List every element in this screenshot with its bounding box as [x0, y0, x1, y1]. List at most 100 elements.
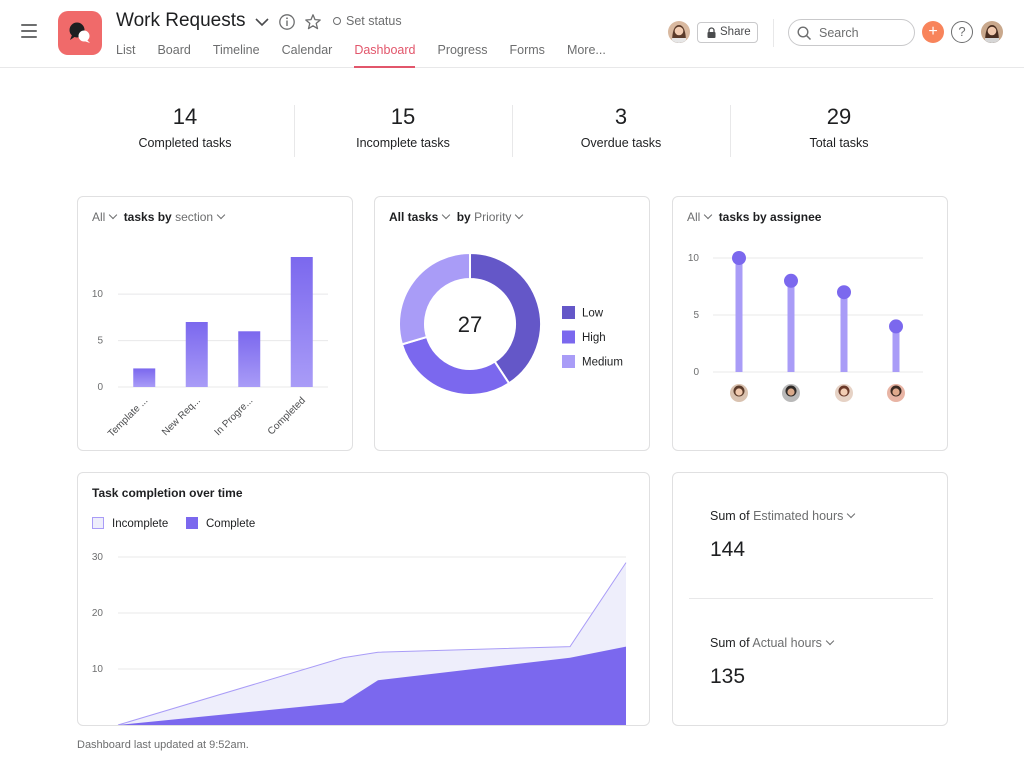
- legend-label: Incomplete: [112, 518, 169, 530]
- sum-prefix: Sum of: [710, 509, 750, 523]
- stat-divider: [730, 105, 731, 157]
- lollipop-head: [837, 285, 851, 300]
- priority-chart-card: All tasks by Priority 27 Low High Medium: [374, 196, 650, 451]
- group-label[interactable]: Priority: [474, 210, 512, 224]
- stat-label: Completed tasks: [138, 136, 232, 150]
- complete-area: [118, 646, 626, 725]
- filter-label[interactable]: All: [687, 210, 701, 224]
- priority-chart-title[interactable]: All tasks by Priority: [389, 210, 526, 224]
- y-tick-label: 10: [688, 253, 700, 264]
- tab-list[interactable]: List: [116, 43, 136, 57]
- star-icon[interactable]: [304, 13, 322, 31]
- lollipop-head: [784, 273, 798, 288]
- sum-prefix: Sum of: [710, 636, 750, 650]
- assignee-lollipop-chart: 0 5 10: [688, 251, 923, 402]
- lollipop-stem: [840, 292, 848, 372]
- y-tick-label: 10: [92, 664, 104, 675]
- bar: [238, 331, 261, 387]
- completion-chart-card: Task completion over time Incomplete Com…: [77, 472, 650, 726]
- section-chart-title[interactable]: All tasks by section: [92, 210, 228, 224]
- incomplete-line: [117, 562, 627, 725]
- legend-swatch: [562, 355, 575, 368]
- stat-value: 14: [172, 104, 198, 129]
- share-button[interactable]: Share: [697, 22, 758, 43]
- y-tick-label: 5: [97, 336, 103, 347]
- legend-incomplete: Incomplete: [92, 517, 168, 530]
- header-divider: [773, 19, 774, 47]
- lollipop-stem: [787, 280, 795, 372]
- by-label: by: [456, 210, 471, 224]
- stat-label: Incomplete tasks: [356, 136, 450, 150]
- last-updated-text: Dashboard last updated at 9:52am.: [77, 739, 249, 751]
- y-tick-label: 10: [92, 289, 104, 300]
- stat-completed: 14 Completed tasks: [76, 104, 294, 150]
- tab-dashboard[interactable]: Dashboard: [354, 43, 416, 68]
- donut-slice: [469, 251, 542, 385]
- x-tick-label: New Req...: [160, 395, 203, 438]
- avatar-face: [787, 388, 795, 396]
- sum-estimated-value: 144: [710, 538, 746, 561]
- help-button[interactable]: ?: [951, 21, 973, 43]
- lollipop-stem: [735, 258, 743, 372]
- chevron-down-icon: [825, 636, 835, 646]
- set-status-button[interactable]: Set status: [333, 14, 402, 28]
- menu-icon[interactable]: [21, 24, 37, 38]
- lock-icon: [707, 27, 716, 38]
- sum-card: Sum of Estimated hours 144 Sum of Actual…: [672, 472, 948, 726]
- search-input[interactable]: Search: [788, 19, 915, 46]
- status-dot-icon: [333, 17, 341, 25]
- stat-divider: [512, 105, 513, 157]
- legend-swatch: [562, 330, 575, 344]
- filter-label[interactable]: All tasks: [389, 210, 439, 224]
- legend-label: High: [582, 332, 606, 344]
- tab-more[interactable]: More...: [566, 43, 606, 57]
- sum-field[interactable]: Estimated hours: [753, 509, 844, 523]
- legend-label: Low: [582, 308, 604, 320]
- y-tick-label: 30: [92, 552, 104, 563]
- avatar-face: [840, 388, 848, 396]
- assignee-chart-card: All tasks by assignee 0 5 10: [672, 196, 948, 451]
- group-label[interactable]: section: [175, 210, 214, 224]
- donut-total: 27: [458, 312, 482, 337]
- project-tabs: List Board Timeline Calendar Dashboard P…: [116, 43, 628, 68]
- tab-forms[interactable]: Forms: [509, 43, 545, 57]
- legend-label: Medium: [582, 357, 623, 369]
- tab-timeline[interactable]: Timeline: [212, 43, 260, 57]
- chevron-down-icon: [847, 509, 856, 519]
- section-bar-chart: 0 5 10 Template ... New Req... In Progre... Co…: [92, 257, 328, 440]
- legend-label: Complete: [206, 518, 256, 530]
- priority-donut-chart: 27 Low High Medium: [398, 251, 623, 396]
- tab-board[interactable]: Board: [157, 43, 191, 57]
- tab-progress[interactable]: Progress: [437, 43, 488, 57]
- sum-actual-label[interactable]: Sum of Actual hours: [710, 636, 837, 650]
- lollipop-stem: [892, 326, 900, 372]
- sum-field[interactable]: Actual hours: [752, 636, 822, 650]
- tasks-by-label: tasks by assignee: [718, 210, 822, 224]
- sum-estimated-label[interactable]: Sum of Estimated hours: [710, 509, 858, 523]
- donut-slice: [400, 335, 511, 396]
- stat-value: 15: [390, 104, 416, 129]
- assignee-chart-title[interactable]: All tasks by assignee: [687, 210, 821, 224]
- project-title[interactable]: Work Requests: [116, 10, 246, 31]
- search-placeholder: Search: [819, 26, 859, 40]
- bar: [133, 368, 156, 387]
- chevron-down-icon[interactable]: [253, 13, 271, 31]
- x-tick-label: Template ...: [106, 395, 150, 439]
- x-tick-label: Completed: [266, 395, 308, 437]
- quick-add-button[interactable]: +: [922, 21, 944, 43]
- filter-label[interactable]: All: [92, 210, 106, 224]
- set-status-label: Set status: [346, 14, 402, 28]
- lollipop-head: [889, 319, 903, 334]
- tab-calendar[interactable]: Calendar: [281, 43, 333, 57]
- chat-bubbles-icon: [69, 22, 90, 43]
- legend-swatch: [562, 306, 575, 319]
- completion-chart-title: Task completion over time: [92, 486, 243, 500]
- stat-divider: [294, 105, 295, 157]
- completion-area-chart: 10 20 30: [92, 552, 627, 725]
- user-avatar[interactable]: [981, 21, 1003, 43]
- share-label: Share: [720, 26, 751, 38]
- project-icon: [58, 11, 102, 55]
- info-icon[interactable]: [278, 13, 296, 31]
- y-tick-label: 5: [693, 310, 699, 321]
- project-member-avatar[interactable]: [668, 21, 690, 43]
